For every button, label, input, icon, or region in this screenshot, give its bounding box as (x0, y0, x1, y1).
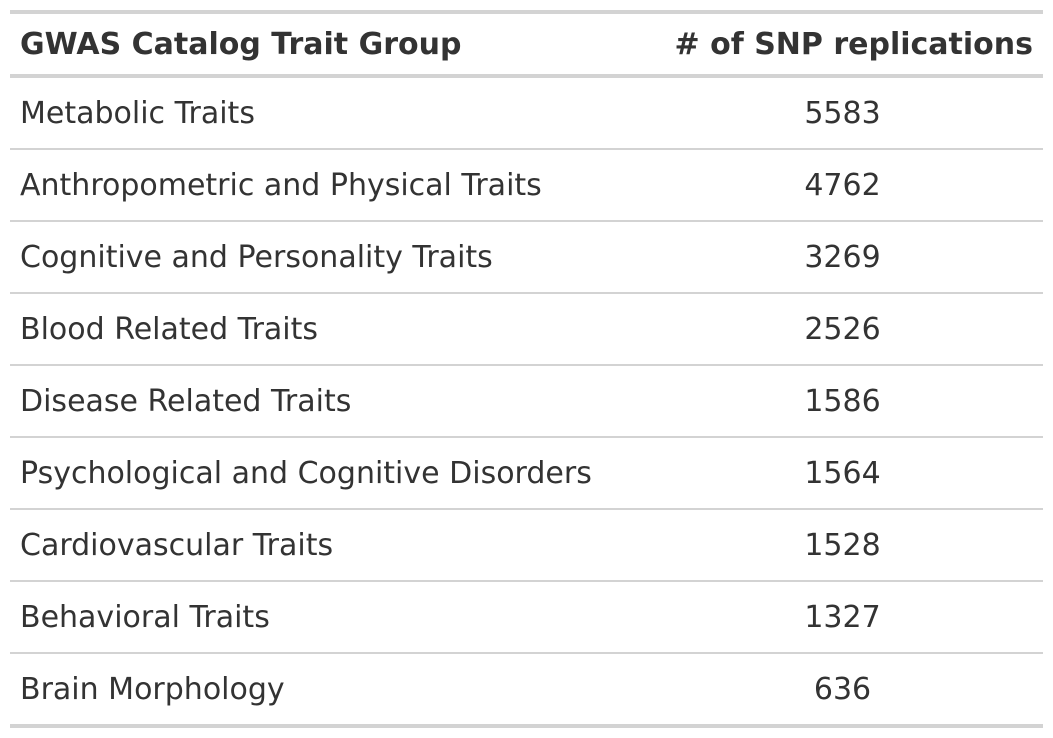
table-row: Behavioral Traits 1327 (10, 581, 1043, 654)
snp-replications-cell: 1564 (642, 437, 1043, 510)
table-row: Disease Related Traits 1586 (10, 365, 1043, 438)
table-row: Brain Morphology 636 (10, 653, 1043, 728)
table-row: Metabolic Traits 5583 (10, 76, 1043, 150)
trait-group-cell: Disease Related Traits (10, 365, 642, 438)
snp-replications-cell: 5583 (642, 76, 1043, 150)
table-row: Cardiovascular Traits 1528 (10, 509, 1043, 582)
trait-group-cell: Cardiovascular Traits (10, 509, 642, 582)
trait-group-cell: Blood Related Traits (10, 293, 642, 366)
header-trait-group: GWAS Catalog Trait Group (20, 26, 462, 62)
table-row: Anthropometric and Physical Traits 4762 (10, 149, 1043, 222)
table-row: Blood Related Traits 2526 (10, 293, 1043, 366)
trait-group-cell: Behavioral Traits (10, 581, 642, 654)
trait-group-cell: Brain Morphology (10, 653, 642, 728)
snp-replications-cell: 3269 (642, 221, 1043, 294)
snp-replications-cell: 2526 (642, 293, 1043, 366)
table-row: Psychological and Cognitive Disorders 15… (10, 437, 1043, 510)
trait-group-cell: Psychological and Cognitive Disorders (10, 437, 642, 510)
table-header: GWAS Catalog Trait Group # of SNP replic… (10, 12, 1043, 76)
trait-table-container: GWAS Catalog Trait Group # of SNP replic… (10, 10, 1043, 728)
header-snp-replications: # of SNP replications (674, 26, 1034, 62)
table-row: Cognitive and Personality Traits 3269 (10, 221, 1043, 294)
snp-replications-cell: 636 (642, 653, 1043, 728)
trait-group-table: GWAS Catalog Trait Group # of SNP replic… (10, 10, 1043, 728)
snp-replications-cell: 1586 (642, 365, 1043, 438)
snp-replications-cell: 1528 (642, 509, 1043, 582)
trait-group-cell: Metabolic Traits (10, 76, 642, 150)
table-header-row: GWAS Catalog Trait Group # of SNP replic… (10, 12, 1043, 76)
snp-replications-cell: 4762 (642, 149, 1043, 222)
table-body: Metabolic Traits 5583 Anthropometric and… (10, 76, 1043, 728)
snp-replications-cell: 1327 (642, 581, 1043, 654)
trait-group-cell: Anthropometric and Physical Traits (10, 149, 642, 222)
trait-group-cell: Cognitive and Personality Traits (10, 221, 642, 294)
